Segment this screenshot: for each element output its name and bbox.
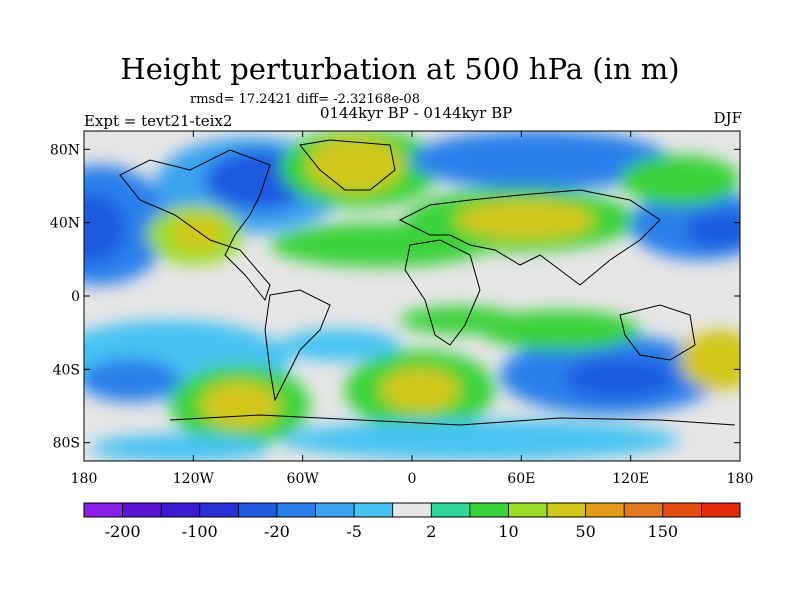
y-axis: 80N 40N 0 40S 80S xyxy=(50,142,740,452)
x-tick-label: 60E xyxy=(507,471,535,487)
experiment-label: Expt = tevt21-teix2 xyxy=(84,112,233,130)
colorbar-swatch xyxy=(623,502,664,518)
colorbar-swatch xyxy=(83,502,123,518)
colorbar-label: 150 xyxy=(648,522,679,541)
y-tick-label: 80N xyxy=(50,142,80,158)
y-tick-label: 40S xyxy=(53,362,80,378)
colorbar-swatch xyxy=(662,502,702,518)
colorbar-swatch xyxy=(508,502,548,518)
colorbar-label: 2 xyxy=(426,522,436,541)
colorbar-swatch xyxy=(392,502,432,518)
colorbar-frame xyxy=(83,502,741,518)
figure-title: Height perturbation at 500 hPa (in m) xyxy=(120,52,680,86)
colorbar-swatch xyxy=(585,502,625,518)
colorbar-label: -200 xyxy=(105,522,141,541)
y-tick-label: 80S xyxy=(53,436,80,452)
colorbar-swatch xyxy=(430,502,471,518)
colorbar-label: -5 xyxy=(346,522,362,541)
x-tick-label: 180 xyxy=(71,471,98,487)
colorbar-label: 50 xyxy=(575,522,595,541)
x-tick-label: 180 xyxy=(727,471,754,487)
x-tick-label: 120W xyxy=(173,471,215,487)
colorbar-label: 10 xyxy=(498,522,518,541)
colorbar-swatch xyxy=(353,502,394,518)
x-axis: 180 120W 60W 0 60E 120E 180 xyxy=(71,131,754,487)
colorbar-swatch xyxy=(160,502,201,518)
colorbar-label: -100 xyxy=(182,522,218,541)
colorbar-swatch xyxy=(701,502,741,518)
x-tick-label: 120E xyxy=(612,471,649,487)
colorbar-swatch xyxy=(315,502,355,518)
colorbar-swatch xyxy=(546,502,587,518)
stats-text: rmsd= 17.2421 diff= -2.32168e-08 xyxy=(190,92,420,107)
colorbar-swatch xyxy=(122,502,162,518)
y-tick-label: 0 xyxy=(71,289,80,305)
period-subtitle: 0144kyr BP - 0144kyr BP xyxy=(320,104,513,122)
y-tick-label: 40N xyxy=(50,216,80,232)
season-label: DJF xyxy=(713,109,742,127)
colorbar-swatch xyxy=(237,502,278,518)
x-tick-label: 60W xyxy=(287,471,320,487)
coastlines xyxy=(119,139,736,426)
colorbar-swatch xyxy=(199,502,239,518)
colorbar-swatch xyxy=(276,502,316,518)
contour-field xyxy=(84,131,740,461)
colorbar-label: -20 xyxy=(264,522,290,541)
x-tick-label: 0 xyxy=(408,471,417,487)
colorbar: -200 -100 -20 -5 2 10 50 150 xyxy=(83,502,741,541)
colorbar-swatch xyxy=(469,502,509,518)
